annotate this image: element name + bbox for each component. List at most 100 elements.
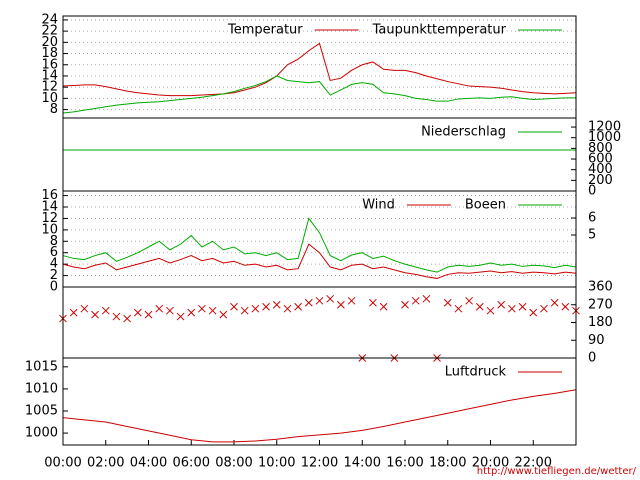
point-stroke bbox=[133, 308, 142, 317]
x-tick-label: 20:00 bbox=[472, 456, 509, 471]
point bbox=[465, 296, 473, 305]
legend-label: Niederschlag bbox=[421, 125, 506, 140]
y2-tick-label: 0 bbox=[588, 184, 596, 199]
point bbox=[133, 308, 142, 317]
point bbox=[561, 302, 570, 311]
point-stroke bbox=[251, 304, 260, 313]
x-tick-label: 08:00 bbox=[215, 456, 252, 471]
point-stroke bbox=[272, 300, 281, 309]
point-stroke bbox=[230, 302, 238, 311]
y2-tick-label: 0 bbox=[588, 351, 596, 366]
y-tick-label: 10 bbox=[41, 91, 58, 106]
point bbox=[230, 302, 238, 311]
point bbox=[315, 296, 324, 305]
legend-label: Taupunkttemperatur bbox=[372, 23, 507, 38]
point-stroke bbox=[208, 306, 217, 315]
point bbox=[326, 294, 335, 303]
line-series bbox=[62, 42, 577, 97]
y-tick-label: 6 bbox=[50, 245, 58, 260]
y-tick-label: 0 bbox=[50, 280, 58, 295]
point-stroke bbox=[91, 310, 99, 319]
legend-label: Wind bbox=[362, 198, 395, 213]
y2-tick-label: 6 bbox=[588, 211, 596, 226]
point bbox=[144, 310, 153, 319]
point bbox=[411, 296, 420, 305]
point-stroke bbox=[465, 296, 473, 305]
y2-tick-label: 200 bbox=[588, 173, 613, 188]
point bbox=[518, 302, 527, 311]
point bbox=[80, 304, 89, 313]
point-stroke bbox=[454, 304, 463, 313]
x-tick-label: 22:00 bbox=[515, 456, 552, 471]
point bbox=[497, 300, 506, 309]
y-tick-label: 1005 bbox=[25, 403, 58, 418]
point-stroke bbox=[187, 308, 196, 317]
panel-frame bbox=[62, 357, 577, 446]
point-stroke bbox=[144, 310, 153, 319]
point-stroke bbox=[69, 308, 78, 317]
footer-link: http://www.tiefliegen.de/wetter/ bbox=[477, 466, 637, 477]
point-stroke bbox=[240, 306, 249, 315]
y2-tick-label: 400 bbox=[588, 162, 613, 177]
y2-tick-label: 90 bbox=[588, 333, 605, 348]
point-stroke bbox=[155, 304, 164, 313]
line-series bbox=[62, 389, 577, 443]
x-tick-label: 06:00 bbox=[173, 456, 210, 471]
point-stroke bbox=[550, 298, 559, 307]
point bbox=[475, 302, 484, 311]
point bbox=[337, 300, 345, 309]
point-stroke bbox=[486, 306, 495, 315]
point-stroke bbox=[219, 310, 228, 319]
y-tick-label: 12 bbox=[41, 80, 58, 95]
point-stroke bbox=[422, 294, 431, 303]
y-tick-label: 1015 bbox=[25, 359, 58, 374]
y-tick-label: 24 bbox=[41, 12, 58, 27]
point-stroke bbox=[294, 302, 302, 311]
point bbox=[508, 304, 516, 313]
point-stroke bbox=[347, 296, 356, 305]
y2-tick-label: 800 bbox=[588, 141, 613, 156]
y-tick-label: 18 bbox=[41, 46, 58, 61]
point bbox=[550, 298, 559, 307]
point bbox=[422, 294, 431, 303]
point bbox=[347, 296, 356, 305]
y-tick-label: 12 bbox=[41, 211, 58, 226]
x-tick-label: 18:00 bbox=[429, 456, 466, 471]
point-stroke bbox=[379, 302, 388, 311]
y2-tick-label: 360 bbox=[588, 280, 613, 295]
x-tick-label: 14:00 bbox=[344, 456, 381, 471]
point bbox=[454, 304, 463, 313]
point bbox=[369, 298, 377, 307]
point-stroke bbox=[401, 300, 409, 309]
point-stroke bbox=[166, 306, 174, 315]
point bbox=[272, 300, 281, 309]
x-tick-label: 10:00 bbox=[258, 456, 295, 471]
y-tick-label: 4 bbox=[50, 257, 58, 272]
y-tick-label: 8 bbox=[50, 234, 58, 249]
point bbox=[294, 302, 302, 311]
y-tick-label: 1010 bbox=[25, 381, 58, 396]
point-stroke bbox=[176, 312, 185, 321]
y2-tick-label: 180 bbox=[588, 315, 613, 330]
point-stroke bbox=[326, 294, 335, 303]
point bbox=[401, 300, 409, 309]
point bbox=[219, 310, 228, 319]
point bbox=[155, 304, 164, 313]
point-stroke bbox=[80, 304, 89, 313]
point-stroke bbox=[123, 314, 131, 323]
point bbox=[304, 298, 313, 307]
point bbox=[443, 298, 452, 307]
point-stroke bbox=[529, 308, 538, 317]
point-stroke bbox=[283, 304, 292, 313]
point bbox=[123, 314, 131, 323]
point bbox=[187, 308, 196, 317]
y-tick-label: 10 bbox=[41, 222, 58, 237]
point bbox=[198, 304, 206, 313]
line-series bbox=[62, 75, 576, 114]
point bbox=[166, 306, 174, 315]
point bbox=[540, 304, 548, 313]
point bbox=[112, 312, 121, 321]
point bbox=[251, 304, 260, 313]
